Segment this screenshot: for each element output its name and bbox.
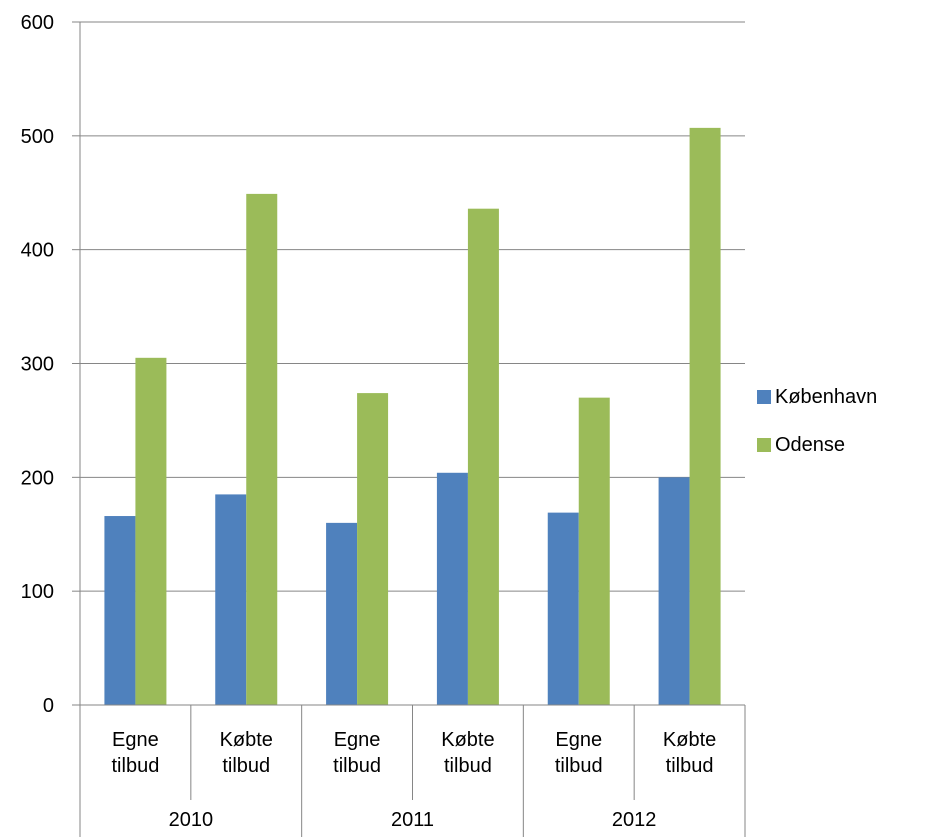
x-group-label: 2011 (391, 809, 434, 831)
y-tick-label: 400 (21, 240, 54, 262)
bar-series-1 (547, 512, 579, 705)
bar-series-2 (246, 193, 278, 705)
x-category-label: Købte tilbud (663, 729, 716, 777)
legend-swatch (757, 390, 771, 404)
bar-series-1 (326, 522, 358, 705)
gridlines (80, 21, 745, 592)
legend-label: Odense (775, 434, 845, 456)
x-category-label: Købte tilbud (220, 729, 273, 777)
y-axis-tick-labels: 0 100 200 300 400 500 600 (21, 12, 54, 717)
legend-label: København (775, 386, 877, 408)
x-category-label: Egne tilbud (333, 729, 381, 777)
bar-series-2 (578, 397, 610, 705)
y-tick-label: 200 (21, 467, 54, 489)
bar-series-2 (357, 393, 389, 705)
y-tick-label: 0 (43, 695, 54, 717)
bar-series-1 (436, 472, 468, 705)
bar-series-1 (658, 477, 690, 705)
bar-series-1 (104, 516, 136, 705)
bar-series-1 (215, 494, 247, 705)
y-tick-label: 300 (21, 354, 54, 376)
x-category-label: Egne tilbud (555, 729, 603, 777)
bar-series-2 (689, 127, 721, 706)
y-tick-label: 100 (21, 581, 54, 603)
legend: København Odense (757, 386, 877, 456)
x-category-label: Købte tilbud (441, 729, 494, 777)
x-group-label: 2010 (169, 809, 214, 831)
y-tick-label: 600 (21, 12, 54, 34)
y-tick-label: 500 (21, 126, 54, 148)
bar-series-2 (467, 208, 499, 706)
x-axis-labels: Egne tilbud Købte tilbud Egne tilbud Købte tilb… (112, 729, 717, 831)
x-group-label: 2012 (612, 809, 657, 831)
bars (104, 127, 721, 706)
axes (72, 21, 746, 837)
bar-series-2 (135, 357, 167, 705)
x-category-label: Egne tilbud (112, 729, 160, 777)
legend-swatch (757, 438, 771, 452)
